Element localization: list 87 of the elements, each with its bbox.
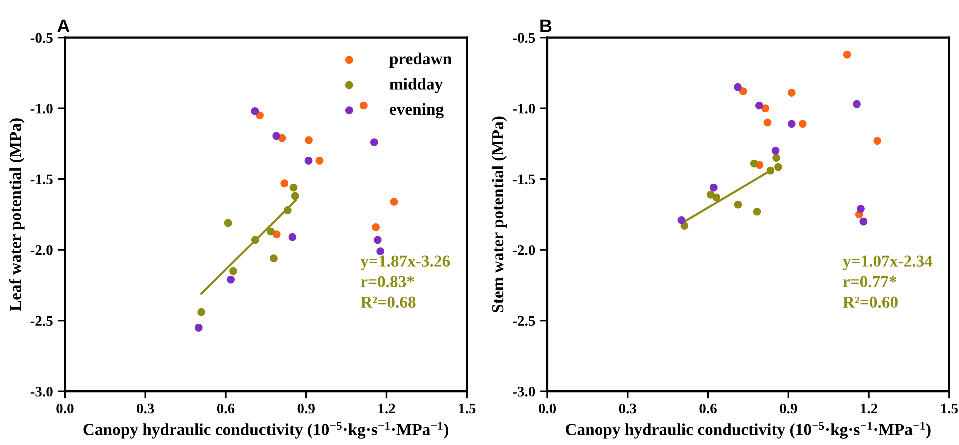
- legend-label: evening: [390, 103, 444, 119]
- point: [798, 120, 807, 128]
- point: [280, 180, 289, 188]
- y-tick-label: -1.0: [30, 104, 53, 114]
- point: [853, 100, 861, 108]
- point: [772, 147, 780, 155]
- legend-label: predawn: [390, 52, 452, 68]
- y-tick-label: -0.5: [513, 33, 536, 44]
- point: [774, 163, 782, 172]
- point: [712, 194, 720, 202]
- legend-label: midday: [390, 78, 443, 94]
- point: [374, 236, 382, 244]
- y-tick-label: -2.0: [513, 245, 536, 256]
- point: [788, 120, 796, 128]
- point: [764, 118, 772, 127]
- point: [270, 254, 278, 263]
- annotation: R²=0.68: [360, 296, 416, 308]
- point: [360, 102, 368, 110]
- x-tick-label: 0.6: [217, 404, 235, 414]
- point: [734, 83, 742, 92]
- annotation: y=1.07x-2.34: [843, 256, 933, 270]
- x-tick-label: 0.3: [137, 404, 154, 414]
- point: [288, 233, 297, 242]
- y-axis-title: Stem water potential (MPa): [492, 116, 508, 312]
- point: [267, 228, 275, 236]
- annotation: r=0.77*: [843, 276, 897, 288]
- point: [762, 104, 770, 113]
- chart-title: A: [58, 20, 70, 32]
- point: [251, 107, 260, 116]
- point: [272, 230, 281, 238]
- point: [290, 184, 298, 192]
- point: [772, 154, 781, 162]
- x-tick-label: 0.0: [538, 404, 556, 414]
- point: [304, 157, 313, 165]
- point: [372, 224, 380, 232]
- point: [753, 208, 762, 216]
- x-tick-label: 0.0: [56, 404, 74, 414]
- point: [390, 198, 398, 206]
- point: [316, 157, 324, 165]
- y-tick-label: -1.5: [30, 174, 53, 185]
- point: [756, 102, 764, 110]
- point: [678, 216, 686, 224]
- point: [857, 205, 865, 213]
- x-tick-label: 0.6: [700, 404, 717, 414]
- point: [766, 166, 775, 175]
- x-tick-label: 0.9: [780, 404, 798, 414]
- point: [788, 89, 796, 97]
- point: [860, 218, 868, 226]
- annotation: R²=0.60: [843, 296, 898, 308]
- point: [710, 184, 718, 192]
- y-tick-label: -3.0: [513, 386, 536, 397]
- point: [291, 192, 300, 200]
- annotation: r=0.83*: [361, 276, 414, 288]
- y-axis-title: Leaf water potential (MPa): [9, 118, 25, 312]
- x-tick-label: 1.2: [861, 404, 878, 414]
- point: [750, 160, 758, 168]
- point: [194, 324, 203, 332]
- point: [370, 138, 378, 146]
- point: [252, 236, 260, 244]
- point: [198, 308, 206, 316]
- point: [230, 267, 238, 276]
- point: [284, 206, 292, 214]
- point: [739, 88, 748, 96]
- y-tick-label: -2.5: [30, 316, 53, 326]
- x-tick-label: 0.9: [298, 404, 315, 414]
- y-tick-label: -1.0: [513, 104, 536, 114]
- x-tick-label: 0.3: [619, 404, 636, 414]
- x-tick-label: 1.5: [941, 404, 958, 414]
- y-tick-label: -3.0: [30, 386, 53, 397]
- x-tick-label: 1.5: [459, 404, 476, 414]
- x-axis-title: Canopy hydraulic conductivity (10$^{−5}$·kg·s$^{−1}$·MPa$^{−1}$): [84, 422, 449, 439]
- point: [227, 276, 235, 284]
- y-tick-label: -2.5: [513, 316, 536, 326]
- point: [272, 132, 281, 140]
- point: [376, 248, 385, 256]
- x-axis-title: Canopy hydraulic conductivity (10$^{−5}$·kg·s$^{−1}$·MPa$^{−1}$): [566, 422, 931, 439]
- chart-title: B: [540, 20, 552, 32]
- point: [843, 50, 852, 59]
- y-tick-label: -1.5: [513, 174, 536, 185]
- point: [874, 137, 882, 146]
- y-tick-label: -0.5: [30, 33, 53, 44]
- x-tick-label: 1.2: [378, 404, 396, 414]
- point: [734, 200, 742, 209]
- annotation: y=1.87x-3.26: [360, 256, 450, 270]
- point: [224, 219, 232, 228]
- point: [305, 136, 313, 144]
- y-tick-label: -2.0: [30, 245, 53, 256]
